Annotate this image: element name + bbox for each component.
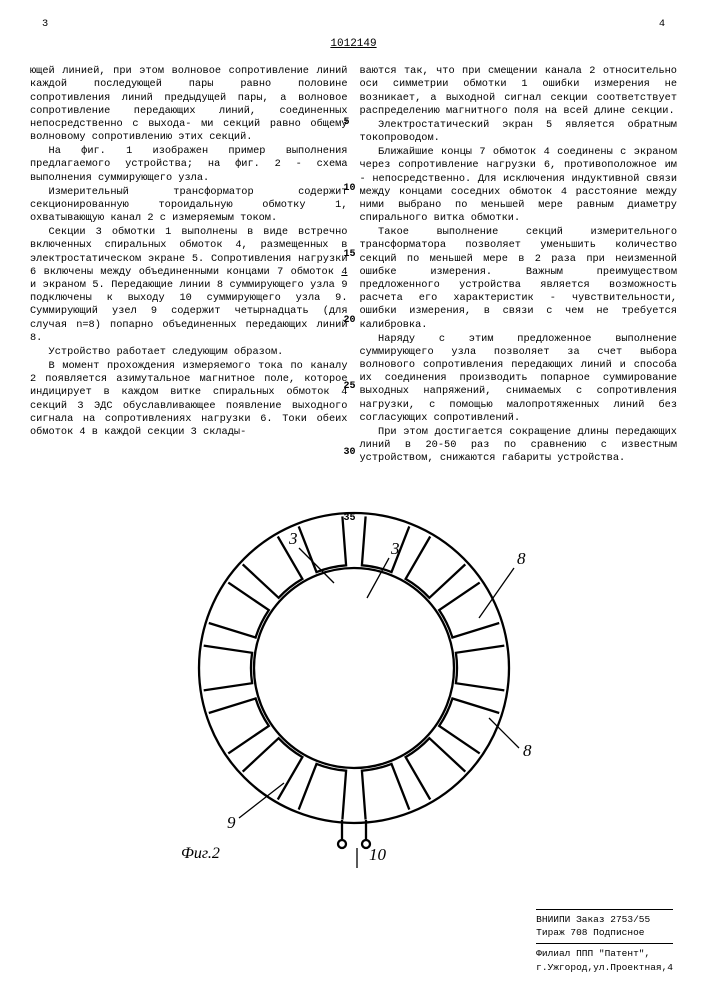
paragraph: На фиг. 1 изображен пример выполнения пр…: [30, 145, 348, 185]
page-number-right: 4: [659, 18, 665, 31]
page-header: 3 4: [30, 18, 677, 31]
line-number: 5: [344, 117, 350, 130]
right-column: 5 10 15 20 25 30 35 ваются так, что при …: [360, 65, 678, 466]
line-number: 25: [344, 381, 356, 394]
footer-text: Филиал ППП "Патент",: [536, 947, 673, 960]
diagram-label-3: 3: [390, 539, 400, 558]
paragraph: Измерительный трансформатор содержит сек…: [30, 186, 348, 226]
line-number: 15: [344, 249, 356, 262]
paragraph: В момент прохождения измеряемого тока по…: [30, 360, 348, 439]
footer-block-2: Филиал ППП "Патент", г.Ужгород,ул.Проект…: [536, 943, 673, 974]
paragraph: Секции 3 обмотки 1 выполнены в виде встр…: [30, 226, 348, 345]
line-number: 20: [344, 315, 356, 328]
line-number: 30: [344, 447, 356, 460]
paragraph: При этом достигается сокращение длины пе…: [360, 426, 678, 466]
text-columns: ющей линией, при этом волновое сопротивл…: [30, 65, 677, 466]
line-number: 10: [344, 183, 356, 196]
toroid-diagram-svg: 3 3 8 8 9 10 Фиг.2: [139, 488, 569, 868]
paragraph: ющей линией, при этом волновое сопротивл…: [30, 65, 348, 144]
diagram-label-10: 10: [369, 845, 387, 864]
paragraph: Устройство работает следующим образом.: [30, 346, 348, 359]
footer-text: ВНИИПИ Заказ 2753/55: [536, 913, 673, 926]
diagram-label-3: 3: [288, 529, 298, 548]
document-number: 1012149: [30, 37, 677, 51]
paragraph: Ближайшие концы 7 обмоток 4 соединены с …: [360, 146, 678, 225]
left-column: ющей линией, при этом волновое сопротивл…: [30, 65, 348, 466]
figure-2-diagram: 3 3 8 8 9 10 Фиг.2: [30, 488, 677, 868]
paragraph: ваются так, что при смещении канала 2 от…: [360, 65, 678, 118]
diagram-label-8: 8: [523, 741, 532, 760]
diagram-label-9: 9: [227, 813, 236, 832]
figure-label: Фиг.2: [181, 845, 220, 862]
footer-block-1: ВНИИПИ Заказ 2753/55 Тираж 708 Подписное: [536, 909, 673, 940]
footer-text: Тираж 708 Подписное: [536, 926, 673, 939]
diagram-label-8: 8: [517, 549, 526, 568]
footer-text: г.Ужгород,ул.Проектная,4: [536, 961, 673, 974]
paragraph: Такое выполнение секций измерительного т…: [360, 226, 678, 331]
page-footer: ВНИИПИ Заказ 2753/55 Тираж 708 Подписное…: [536, 909, 673, 974]
paragraph: Электростатический экран 5 является обра…: [360, 119, 678, 145]
page-number-left: 3: [42, 18, 48, 31]
paragraph: Наряду с этим предложенное выполнение су…: [360, 333, 678, 425]
